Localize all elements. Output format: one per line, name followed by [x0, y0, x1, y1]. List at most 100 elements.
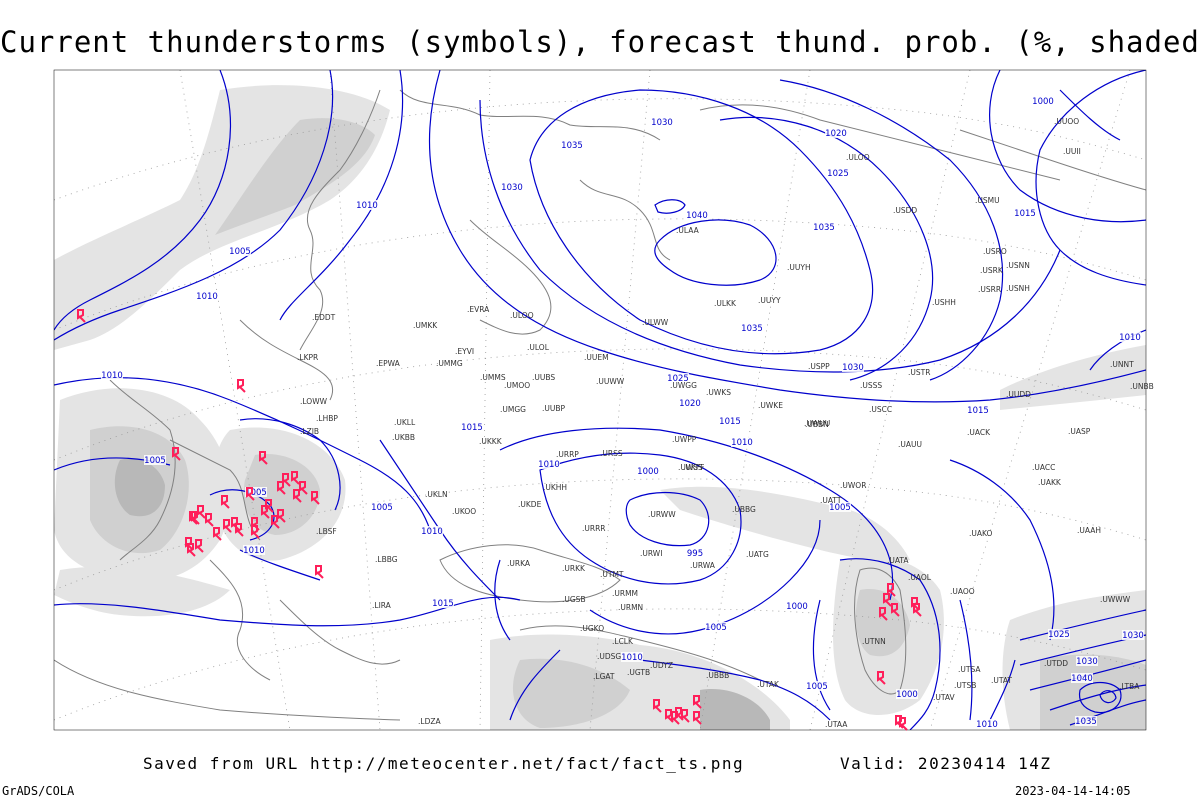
- station-label: .UUEM: [584, 353, 609, 362]
- station-label: .UDYZ: [650, 661, 673, 670]
- isobar-label: 1005: [144, 456, 166, 466]
- station-label: .LKPR: [297, 353, 318, 362]
- station-label: .URRR: [582, 524, 606, 533]
- isobar-label: 1010: [196, 292, 218, 302]
- station-label: .UWGG: [670, 381, 697, 390]
- isobar-label: 1000: [1032, 97, 1054, 107]
- map-frame: [53, 69, 1147, 731]
- station-label: .UACK: [967, 428, 991, 437]
- isobar-label-bg: [679, 398, 701, 408]
- station-label: .LOWW: [300, 397, 328, 406]
- station-label: .UWSS: [678, 463, 703, 472]
- isobar-label: 1040: [686, 211, 708, 221]
- station-label: .USRO: [983, 247, 1007, 256]
- station-label: .ULAA: [676, 226, 700, 235]
- station-label: .USHH: [932, 298, 956, 307]
- isobar-label-bg: [1076, 656, 1098, 666]
- station-label: .UKLL: [394, 418, 416, 427]
- station-label: .UKOO: [452, 507, 476, 516]
- isobar-label: 1030: [501, 183, 523, 193]
- isobar-label-bg: [741, 323, 763, 333]
- station-label: .USMU: [975, 196, 1000, 205]
- isobar-label-bg: [421, 526, 443, 536]
- station-label: .UMOO: [504, 381, 530, 390]
- station-label: .UAOO: [950, 587, 975, 596]
- isobar-label: 1010: [356, 201, 378, 211]
- station-label: .LTBA: [1119, 682, 1140, 691]
- station-label: .UBBN: [805, 420, 829, 429]
- valid-time: Valid: 20230414 14Z: [840, 754, 1052, 773]
- station-label: .LBBG: [375, 555, 398, 564]
- isobar-label: 1030: [842, 363, 864, 373]
- station-label: .URMM: [612, 589, 638, 598]
- isobar-label: 1025: [827, 169, 849, 179]
- isobar-label-bg: [786, 601, 808, 611]
- isobar-label-bg: [825, 128, 847, 138]
- station-label: .URWW: [648, 510, 676, 519]
- isobar-label-bg: [719, 416, 741, 426]
- station-label: .UGTB: [627, 668, 650, 677]
- shade-central-europe-core: [243, 454, 320, 535]
- station-label: .UMKK: [413, 321, 438, 330]
- isobar-label: 1005: [829, 503, 851, 513]
- isobar-label-bg: [243, 545, 265, 555]
- station-label: .UTAK: [757, 680, 780, 689]
- station-label: .URRP: [556, 450, 579, 459]
- source-url: Saved from URL http://meteocenter.net/fa…: [143, 754, 745, 773]
- station-label: .UNNT: [1110, 360, 1134, 369]
- station-label: .UUYH: [787, 263, 811, 272]
- station-label: .UUYY: [758, 296, 781, 305]
- station-label: .UDSG: [597, 652, 621, 661]
- isobar-label: 1000: [896, 690, 918, 700]
- isobar-label: 1010: [421, 527, 443, 537]
- station-label: .UUWW: [596, 377, 625, 386]
- station-label: .UKKK: [479, 437, 503, 446]
- isobar-label: 1010: [1119, 333, 1141, 343]
- isobars: [54, 70, 1146, 730]
- station-label: .USPP: [808, 362, 830, 371]
- isobar-label-bg: [501, 182, 523, 192]
- station-label: .UUBS: [532, 373, 555, 382]
- isobar-label: 1025: [667, 374, 689, 384]
- station-label: .USNN: [1006, 261, 1030, 270]
- station-label: .URKA: [507, 559, 531, 568]
- station-label: .UMMS: [480, 373, 506, 382]
- station-label: .UTAT: [991, 676, 1012, 685]
- station-label: .UGSB: [562, 595, 586, 604]
- station-label: .UBBG: [732, 505, 756, 514]
- isobar-label: 1015: [967, 406, 989, 416]
- station-label: .USRR: [978, 285, 1001, 294]
- station-label: .UTNN: [862, 637, 886, 646]
- station-label: .LDZA: [418, 717, 441, 726]
- station-label: .UBBB: [706, 671, 729, 680]
- station-label: .UTDD: [1044, 659, 1068, 668]
- isobar-label: 1035: [741, 324, 763, 334]
- isobar-label-bg: [229, 246, 251, 256]
- isobar-label-bg: [842, 362, 864, 372]
- isobar-label-bg: [371, 502, 393, 512]
- isobar-label-bg: [196, 291, 218, 301]
- isobar-label-bg: [144, 455, 166, 465]
- isobar-label: 1030: [1122, 631, 1144, 641]
- isobar-label: 1000: [786, 602, 808, 612]
- isobar-label: 1005: [229, 247, 251, 257]
- station-label: .UKBB: [392, 433, 415, 442]
- isobar-label: 1015: [432, 599, 454, 609]
- station-label: .LGAT: [593, 672, 615, 681]
- station-label: .LCLK: [612, 637, 634, 646]
- station-label: .ULKK: [714, 299, 737, 308]
- station-label: .UAOL: [908, 573, 932, 582]
- isobar-label: 1010: [538, 460, 560, 470]
- station-label: .USSS: [860, 381, 882, 390]
- isobar-label: 1030: [651, 118, 673, 128]
- isobar-label-bg: [705, 622, 727, 632]
- station-label: .URWA: [690, 561, 716, 570]
- station-label: .USTR: [908, 368, 930, 377]
- isobar-label: 1005: [371, 503, 393, 513]
- isobar-label: 1015: [1014, 209, 1036, 219]
- isobar-label-bg: [813, 222, 835, 232]
- station-label: .ULOO: [846, 153, 870, 162]
- isobar-label-bg: [829, 502, 851, 512]
- shade-anatolia-core: [512, 658, 630, 728]
- station-label: .LHBP: [316, 414, 338, 423]
